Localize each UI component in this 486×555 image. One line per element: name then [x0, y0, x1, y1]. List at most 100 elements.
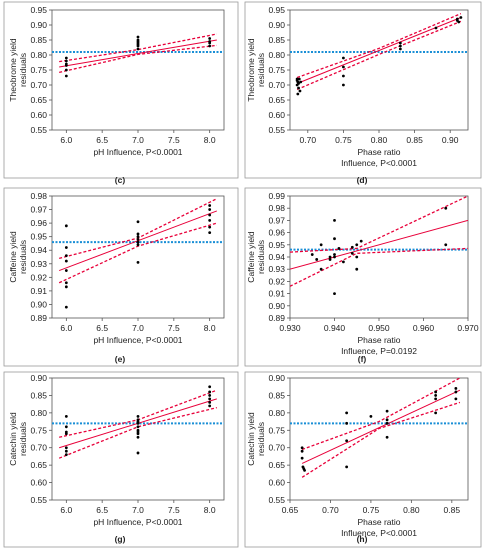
plot-area — [51, 195, 225, 319]
ci-upper-line — [59, 33, 217, 63]
x-axis-label: Phase ratio — [358, 517, 401, 527]
y-tick-label: 0.55 — [268, 495, 285, 505]
data-point — [208, 404, 212, 408]
data-point — [345, 421, 349, 425]
data-point — [64, 453, 68, 457]
chart-panel-f: 0.89 0.90 0.91 0.92 0.93 0.94 0.95 0.96 0.97 0.98… — [244, 187, 482, 367]
x-tick-label: 8.0 — [204, 135, 216, 145]
data-point — [208, 225, 212, 229]
data-point — [385, 435, 389, 439]
data-point — [64, 414, 68, 418]
data-point — [434, 394, 438, 397]
data-point — [297, 77, 301, 81]
data-point — [350, 251, 354, 255]
x-tick-label: 0.75 — [363, 505, 380, 515]
panel-frame — [244, 187, 482, 367]
data-point — [136, 220, 140, 224]
fit-line — [290, 219, 468, 270]
panel-frame — [244, 1, 482, 179]
data-point — [333, 237, 336, 241]
data-point — [64, 64, 68, 67]
data-point — [434, 390, 438, 394]
x-tick-label: 0.70 — [300, 135, 317, 145]
data-point — [319, 243, 323, 247]
y-tick-label: 0.70 — [30, 80, 47, 90]
plot-content — [290, 13, 468, 96]
x-tick-label: 0.80 — [403, 505, 420, 515]
data-point — [136, 44, 140, 48]
fit-line — [296, 17, 462, 84]
x-tick-label: 0.85 — [406, 135, 423, 145]
y-tick-label: 0.95 — [30, 232, 47, 242]
x-tick-label: 7.5 — [168, 323, 180, 333]
x-axis-label: Phase ratio — [358, 335, 401, 345]
chart-panel-d: 0.55 0.60 0.65 0.70 0.75 0.80 0.85 0.90 0.95 0.70… — [244, 1, 482, 179]
x-tick-label: 6.0 — [60, 505, 72, 515]
panel-label: (h) — [357, 534, 368, 544]
data-point — [295, 83, 299, 87]
data-point — [64, 59, 68, 63]
data-point — [208, 231, 212, 235]
data-point — [64, 281, 68, 285]
data-point — [64, 56, 68, 60]
data-point — [350, 245, 354, 249]
data-point — [136, 425, 140, 429]
data-point — [342, 65, 345, 69]
panel-label: (f) — [358, 354, 367, 364]
y-tick-label: 0.80 — [268, 408, 285, 418]
data-point — [337, 247, 341, 250]
x-tick-label: 0.85 — [444, 505, 461, 515]
data-point — [136, 414, 140, 418]
y-tick-label: 0.75 — [30, 65, 47, 75]
y-tick-label: 0.91 — [30, 286, 47, 296]
data-point — [136, 432, 140, 436]
data-point — [300, 449, 304, 453]
x-tick-label: 0.90 — [442, 135, 459, 145]
y-axis-label: Theobrome yield — [8, 38, 18, 102]
y-tick-label: 0.90 — [268, 20, 285, 30]
data-point — [355, 243, 359, 247]
y-tick-label: 0.60 — [30, 478, 47, 488]
plot-content — [290, 378, 468, 478]
x-tick-label: 7.0 — [132, 323, 144, 333]
y-tick-label: 0.60 — [30, 110, 47, 120]
plot-content — [52, 33, 224, 78]
y-axis-label: Caffeine yield — [8, 231, 18, 283]
data-point — [208, 401, 212, 404]
data-point — [310, 253, 314, 256]
y-tick-label: 0.97 — [30, 205, 47, 215]
x-tick-label: 7.0 — [132, 505, 144, 515]
data-point — [208, 41, 212, 45]
ci-lower-line — [296, 20, 462, 91]
data-point — [64, 224, 68, 228]
y-tick-label: 0.89 — [268, 313, 285, 323]
y-tick-label: 0.90 — [30, 20, 47, 30]
data-point — [303, 468, 306, 472]
y-tick-label: 0.55 — [268, 125, 285, 135]
y-tick-label: 0.90 — [268, 301, 285, 311]
data-point — [342, 56, 345, 60]
fit-line — [301, 389, 461, 464]
data-point — [136, 47, 140, 51]
data-point — [342, 83, 345, 87]
y-tick-label: 0.93 — [30, 259, 47, 269]
panel-frame — [3, 187, 239, 367]
y-axis-label: residuals — [256, 422, 266, 456]
data-point — [300, 456, 304, 460]
panel-frame — [3, 371, 239, 548]
data-point — [64, 246, 68, 249]
data-point — [296, 92, 300, 96]
data-point — [136, 451, 140, 455]
panel-label: (c) — [115, 175, 126, 185]
x-tick-label: 0.70 — [322, 505, 339, 515]
data-point — [444, 206, 448, 210]
chart-panel-c: 0.55 0.60 0.65 0.70 0.75 0.80 0.85 0.90 0.95 6.0 6… — [3, 1, 239, 179]
x-tick-label: 6.0 — [60, 135, 72, 145]
y-axis-label: Catechin yield — [246, 412, 256, 466]
x-tick-label: 0.960 — [413, 323, 435, 333]
data-point — [398, 47, 402, 51]
y-tick-label: 0.75 — [30, 425, 47, 435]
y-tick-label: 0.95 — [268, 240, 285, 250]
data-point — [319, 267, 323, 271]
plot-area — [289, 9, 469, 131]
